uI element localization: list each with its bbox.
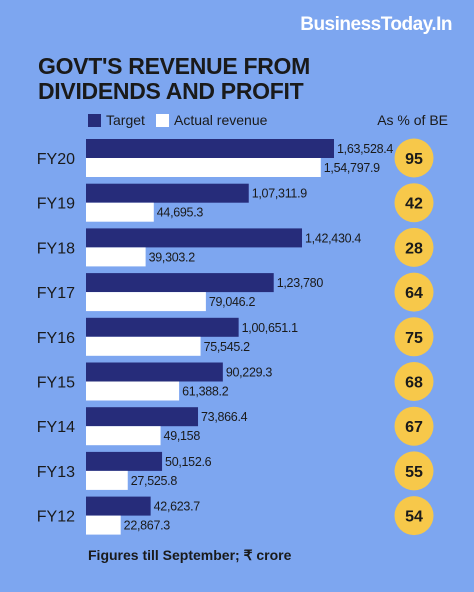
actual-bar bbox=[86, 292, 206, 312]
be-percent-value: 42 bbox=[405, 196, 423, 213]
brand-logo: BusinessToday.In bbox=[300, 14, 452, 35]
target-bar bbox=[86, 273, 274, 293]
be-percent-value: 55 bbox=[405, 464, 423, 481]
footnote: Figures till September; ₹ crore bbox=[88, 547, 292, 563]
target-value-label: 73,866.4 bbox=[201, 410, 248, 424]
target-value-label: 1,00,651.1 bbox=[242, 321, 298, 335]
be-percent-value: 95 bbox=[405, 151, 423, 168]
actual-bar bbox=[86, 515, 121, 535]
actual-value-label: 49,158 bbox=[164, 429, 201, 443]
be-percent-badge bbox=[394, 272, 434, 312]
target-value-label: 1,07,311.9 bbox=[252, 187, 308, 201]
category-label: FY16 bbox=[37, 330, 75, 347]
actual-value-label: 39,303.2 bbox=[149, 250, 196, 264]
actual-bar bbox=[86, 336, 201, 356]
actual-bar bbox=[86, 158, 321, 177]
legend-target: Target bbox=[88, 112, 145, 128]
be-percent-value: 67 bbox=[405, 419, 423, 436]
be-percent-badge bbox=[394, 138, 434, 178]
be-percent-value: 68 bbox=[405, 375, 423, 392]
target-value-label: 42,623.7 bbox=[154, 500, 201, 514]
be-percent-value: 54 bbox=[405, 509, 423, 526]
actual-value-label: 44,695.3 bbox=[157, 206, 204, 220]
category-label: FY19 bbox=[37, 196, 75, 213]
be-percent-badge bbox=[394, 183, 434, 223]
be-percent-badge bbox=[394, 362, 434, 401]
target-value-label: 90,229.3 bbox=[226, 366, 273, 380]
be-percent-value: 28 bbox=[405, 240, 423, 257]
category-label: FY17 bbox=[37, 285, 75, 302]
legend-actual-label: Actual revenue bbox=[174, 112, 268, 128]
category-label: FY12 bbox=[37, 509, 75, 526]
chart-title: GOVT'S REVENUE FROM DIVIDENDS AND PROFIT bbox=[38, 53, 310, 104]
target-value-label: 50,152.6 bbox=[165, 455, 212, 469]
legend-target-label: Target bbox=[106, 112, 145, 128]
target-bar bbox=[86, 183, 249, 203]
category-label: FY18 bbox=[37, 240, 75, 257]
actual-value-label: 75,545.2 bbox=[204, 340, 251, 354]
category-label: FY20 bbox=[37, 151, 75, 168]
legend-actual: Actual revenue bbox=[156, 112, 267, 128]
actual-value-label: 79,046.2 bbox=[209, 295, 256, 309]
actual-bar bbox=[86, 202, 154, 222]
actual-bar bbox=[86, 381, 180, 401]
actual-value-label: 61,388.2 bbox=[182, 385, 229, 399]
target-value-label: 1,63,528.4 bbox=[337, 142, 393, 156]
be-percent-badge bbox=[394, 317, 434, 357]
category-label: FY15 bbox=[37, 375, 75, 392]
actual-bar bbox=[86, 470, 128, 490]
target-bar bbox=[86, 451, 163, 471]
be-percent-value: 64 bbox=[405, 285, 423, 302]
target-bar bbox=[86, 407, 199, 427]
be-percent-value: 75 bbox=[405, 330, 423, 347]
be-percent-badge bbox=[394, 406, 434, 446]
actual-value-label: 1,54,797.9 bbox=[324, 161, 380, 175]
actual-value-label: 22,867.3 bbox=[124, 519, 171, 533]
actual-bar bbox=[86, 426, 161, 446]
category-label: FY13 bbox=[37, 464, 75, 481]
actual-value-label: 27,525.8 bbox=[131, 474, 178, 488]
be-percent-badge bbox=[394, 451, 434, 491]
target-bar bbox=[86, 139, 334, 158]
actual-bar bbox=[86, 247, 146, 267]
legend-actual-swatch bbox=[156, 113, 169, 127]
target-bar bbox=[86, 496, 151, 516]
be-percent-badge bbox=[394, 227, 434, 267]
target-bar bbox=[86, 362, 223, 382]
target-value-label: 1,23,780 bbox=[277, 276, 324, 290]
legend-target-swatch bbox=[88, 113, 101, 127]
be-percent-badge bbox=[394, 496, 434, 536]
be-percent-header: As % of BE bbox=[377, 112, 448, 128]
target-bar bbox=[86, 228, 303, 248]
target-bar bbox=[86, 317, 239, 337]
category-label: FY14 bbox=[37, 419, 75, 436]
target-value-label: 1,42,430.4 bbox=[305, 231, 361, 245]
